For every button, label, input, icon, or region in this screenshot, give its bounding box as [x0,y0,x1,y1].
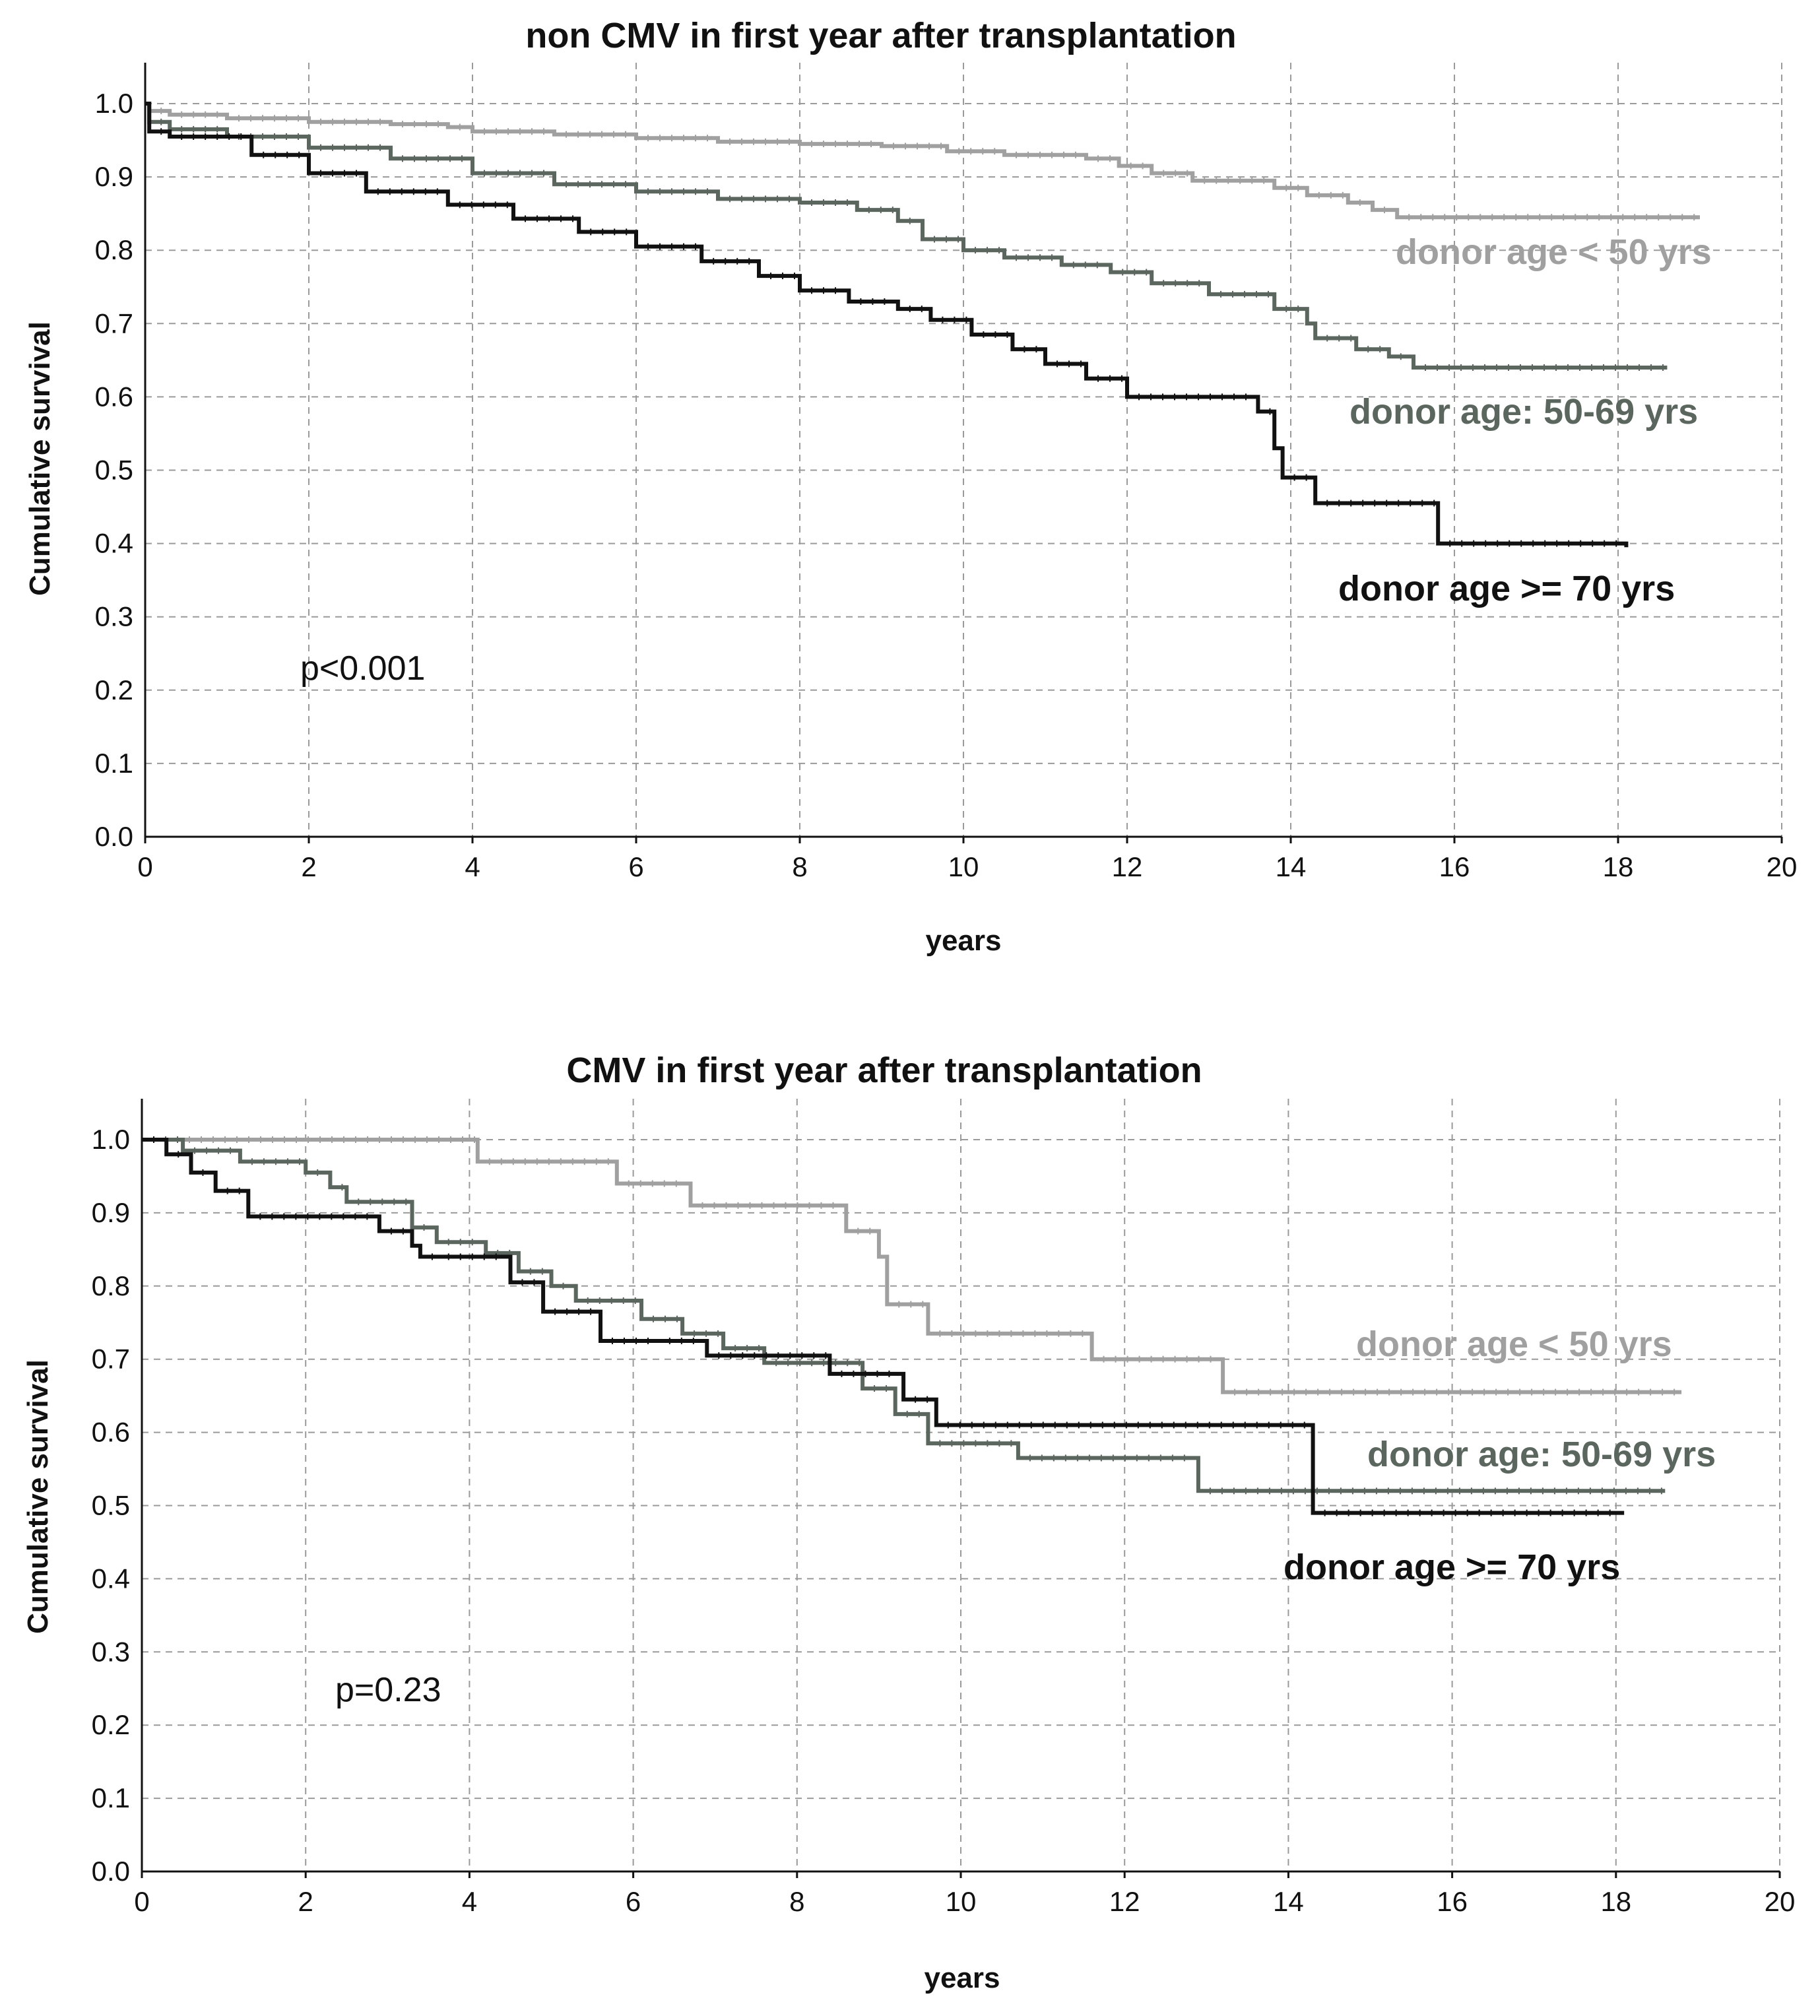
x-tick-label: 16 [1437,1886,1468,1917]
y-tick-label: 0.1 [92,1782,130,1813]
y-tick-label: 0.9 [92,1197,130,1228]
chart-non-cmv: non CMV in first year after transplantat… [24,16,1797,957]
legend-label-under-50: donor age < 50 yrs [1356,1324,1672,1364]
x-tick-label: 12 [1112,851,1143,882]
chart-cmv: CMV in first year after transplantation … [22,1051,1795,1994]
survival-curves [142,1136,1682,1516]
x-tick-label: 8 [789,1886,804,1917]
y-tick-label: 1.0 [92,1124,130,1155]
x-tick-label: 0 [134,1886,149,1917]
y-tick-label: 0.0 [92,1856,130,1887]
x-tick-label: 20 [1765,1886,1796,1917]
y-tick-label: 0.5 [95,455,133,486]
y-tick-label: 0.8 [92,1270,130,1301]
x-tick-label: 6 [626,1886,641,1917]
legend-label-50-69: donor age: 50-69 yrs [1367,1435,1716,1474]
survival-curve-series-1 [145,102,1668,370]
x-tick-label: 10 [948,851,979,882]
y-tick-label: 0.6 [92,1417,130,1448]
chart-title: non CMV in first year after transplantat… [525,16,1236,55]
y-tick-label: 0.1 [95,748,133,779]
y-tick-label: 0.8 [95,234,133,265]
y-tick-label: 0.7 [92,1344,130,1375]
y-tick-label: 0.4 [95,528,133,559]
y-tick-label: 0.3 [92,1636,130,1667]
legend-label-under-50: donor age < 50 yrs [1396,232,1712,272]
y-axis-label: Cumulative survival [22,1359,54,1634]
survival-curve-series-2 [142,1138,1625,1515]
y-tick-label: 0.4 [92,1563,130,1594]
y-tick-label: 0.3 [95,601,133,632]
y-tick-label: 1.0 [95,88,133,119]
survival-curve-series-0 [145,102,1700,220]
survival-curve-series-0 [142,1138,1682,1394]
legend-label-50-69: donor age: 50-69 yrs [1349,392,1698,432]
x-tick-label: 4 [462,1886,477,1917]
x-tick-label: 20 [1767,851,1798,882]
y-tick-label: 0.7 [95,308,133,339]
x-tick-label: 10 [946,1886,977,1917]
x-tick-label: 16 [1439,851,1470,882]
y-tick-label: 0.6 [95,381,133,412]
tick-labels: 0 2 4 6 8 10 12 14 16 18 20 0.0 0.1 0.2 0.3 0.4 0.5 0.6 0.… [92,1124,1796,1917]
x-tick-label: 18 [1600,1886,1631,1917]
x-tick-label: 0 [137,851,152,882]
tick-labels: 0 2 4 6 8 10 12 14 16 18 20 0.0 0.1 0.2 0.3 0.4 0.5 0.6 0.… [95,88,1798,882]
x-tick-label: 6 [628,851,643,882]
grid [142,1099,1780,1871]
x-tick-label: 14 [1276,851,1307,882]
survival-curves [145,102,1700,548]
axes [144,63,1783,843]
x-tick-label: 18 [1603,851,1634,882]
y-tick-label: 0.5 [92,1490,130,1521]
x-tick-label: 8 [792,851,807,882]
chart-title: CMV in first year after transplantation [566,1051,1202,1090]
legend-label-70-plus: donor age >= 70 yrs [1338,569,1675,608]
p-value-annotation: p=0.23 [335,1671,441,1709]
x-tick-label: 14 [1273,1886,1304,1917]
x-axis-label: years [924,1962,1000,1994]
grid [145,63,1782,837]
y-axis-label: Cumulative survival [24,321,56,596]
x-tick-label: 2 [298,1886,313,1917]
axes [141,1099,1781,1878]
y-tick-label: 0.0 [95,821,133,852]
y-tick-label: 0.2 [95,674,133,705]
x-axis-label: years [925,925,1001,957]
x-tick-label: 12 [1109,1886,1140,1917]
p-value-annotation: p<0.001 [300,649,425,688]
y-tick-label: 0.2 [92,1709,130,1740]
y-tick-label: 0.9 [95,161,133,192]
survival-curve-series-2 [145,102,1629,548]
legend-label-70-plus: donor age >= 70 yrs [1284,1547,1620,1587]
x-tick-label: 4 [465,851,480,882]
x-tick-label: 2 [301,851,316,882]
